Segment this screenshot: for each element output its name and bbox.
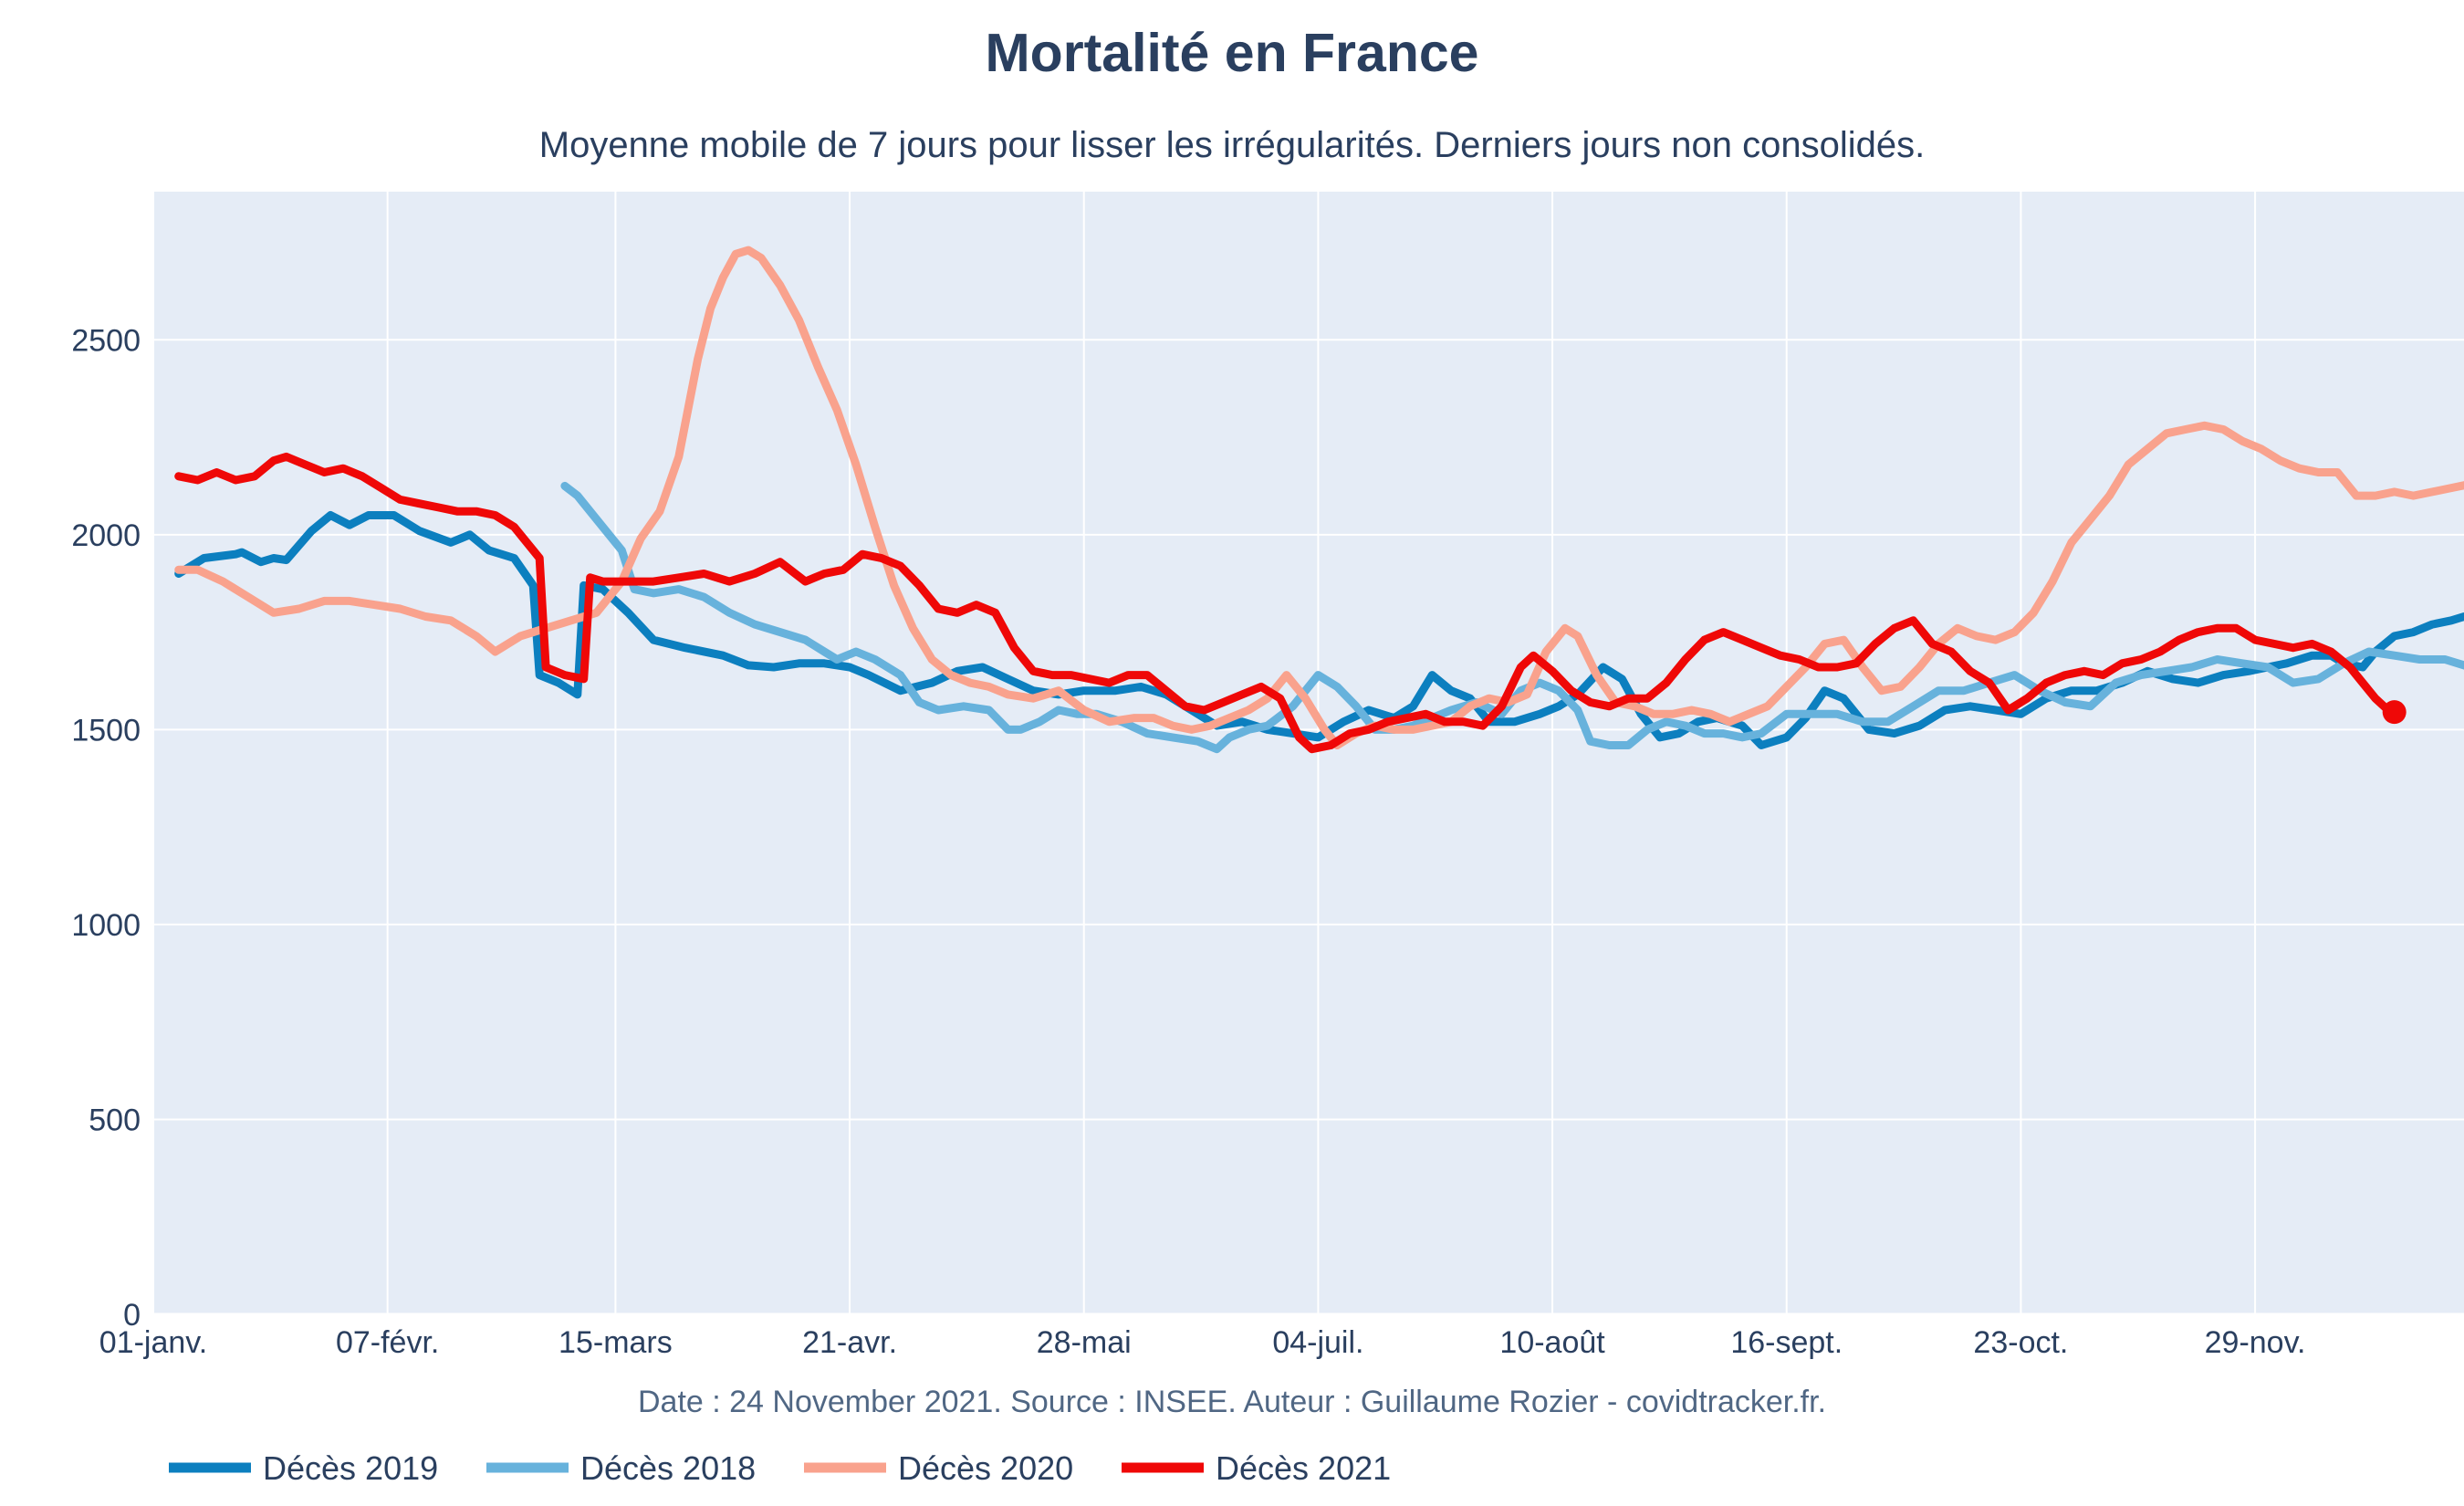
- x-axis-tick-labels: 01-janv. 07-févr. 15-mars 21-avr. 28-mai 04-j…: [99, 1325, 2306, 1360]
- y-axis-tick-labels: 0 500 1000 1500 2000 2500: [71, 323, 141, 1333]
- y-tick-label: 2500: [71, 323, 141, 358]
- source-annotation: Date : 24 November 2021. Source : INSEE.…: [638, 1385, 1826, 1419]
- series-line-1: [174, 511, 2464, 749]
- legend-item[interactable]: Décès 2020: [804, 1449, 1073, 1487]
- series-lines: [174, 246, 2464, 754]
- y-tick-label: 1500: [71, 713, 141, 748]
- x-tick-label: 10-août: [1499, 1325, 1605, 1360]
- y-tick-label: 1000: [71, 908, 141, 943]
- y-tick-label: 500: [89, 1103, 141, 1137]
- x-tick-label: 21-avr.: [802, 1325, 897, 1360]
- legend-label: Décès 2018: [580, 1449, 756, 1487]
- plot-area: [153, 192, 2464, 1314]
- x-tick-label: 07-févr.: [336, 1325, 439, 1360]
- x-gridlines: [152, 192, 2257, 1314]
- x-tick-label: 04-juil.: [1272, 1325, 1363, 1360]
- x-tick-label: 23-oct.: [1973, 1325, 2068, 1360]
- x-tick-label: 29-nov.: [2205, 1325, 2306, 1360]
- y-tick-label: 0: [123, 1298, 141, 1333]
- x-tick-label: 01-janv.: [99, 1325, 207, 1360]
- legend-label: Décès 2020: [898, 1449, 1073, 1487]
- y-tick-label: 2000: [71, 518, 141, 553]
- legend-label: Décès 2019: [263, 1449, 438, 1487]
- legend-item[interactable]: Décès 2018: [486, 1449, 756, 1487]
- chart-subtitle: Moyenne mobile de 7 jours pour lisser le…: [539, 125, 1926, 165]
- x-tick-label: 16-sept.: [1730, 1325, 1843, 1360]
- legend-label: Décès 2021: [1216, 1449, 1391, 1487]
- legend-item[interactable]: Décès 2019: [169, 1449, 438, 1487]
- x-tick-label: 15-mars: [559, 1325, 673, 1360]
- series-line-4: [174, 452, 2399, 754]
- latest-point-marker: [2382, 700, 2407, 725]
- legend-item[interactable]: Décès 2021: [1122, 1449, 1391, 1487]
- series-line-2: [560, 481, 2464, 754]
- x-tick-label: 28-mai: [1037, 1325, 1132, 1360]
- y-gridlines: [153, 339, 2464, 1316]
- legend[interactable]: Décès 2019 Décès 2018 Décès 2020 Décès 2021: [169, 1449, 1391, 1487]
- chart-title: Mortalité en France: [986, 23, 1479, 83]
